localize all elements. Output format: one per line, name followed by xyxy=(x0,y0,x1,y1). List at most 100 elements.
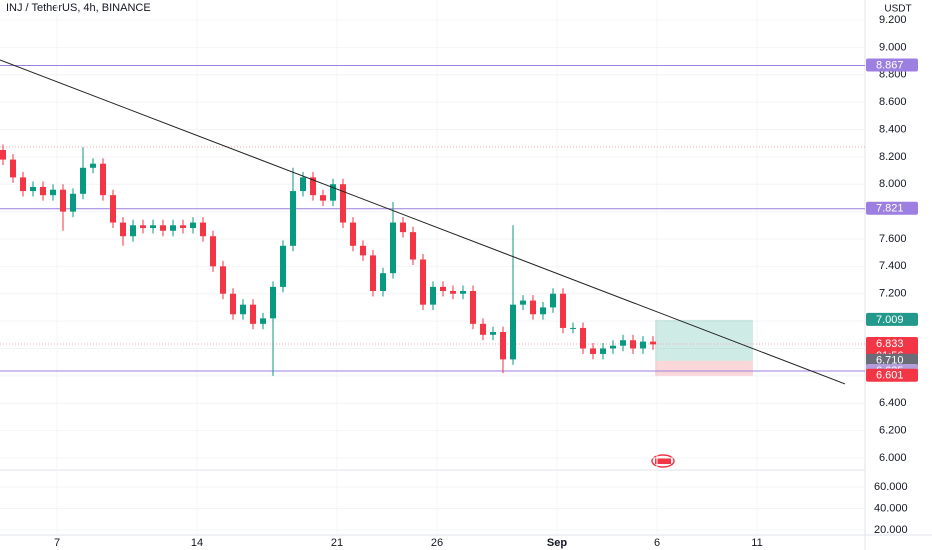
candle-body xyxy=(80,167,86,194)
candle-body xyxy=(40,186,46,196)
candle-body xyxy=(410,232,416,260)
candle-body xyxy=(490,332,496,335)
candle-body xyxy=(260,318,266,324)
candle-body xyxy=(340,184,346,223)
candle-body xyxy=(180,225,186,229)
candle-body xyxy=(20,177,26,192)
candle-body xyxy=(240,304,246,315)
price-label: 7.821 xyxy=(876,203,904,215)
candle-body xyxy=(630,340,636,349)
candle-body xyxy=(550,293,556,308)
x-tick-label: Sep xyxy=(547,537,567,549)
candle-body xyxy=(580,327,586,349)
candle-body xyxy=(230,293,236,315)
candle-body xyxy=(330,184,336,201)
candle-body xyxy=(610,345,616,349)
candle-body xyxy=(500,332,506,360)
y-tick-label: 6.000 xyxy=(879,452,907,464)
candle-body xyxy=(390,222,396,274)
candle-body xyxy=(10,159,16,178)
price-label: 6.601 xyxy=(876,370,904,382)
candle-body xyxy=(430,286,436,305)
candle-body xyxy=(480,323,486,335)
y-tick-label: 9.000 xyxy=(879,41,907,53)
candle-body xyxy=(170,225,176,231)
profit-zone xyxy=(655,319,753,361)
candle-body xyxy=(120,222,126,237)
y-tick-label: 6.400 xyxy=(879,397,907,409)
candle-body xyxy=(420,259,426,305)
candle-body xyxy=(640,341,646,349)
candle-body xyxy=(140,225,146,229)
candle-body xyxy=(90,163,96,168)
currency: USDT xyxy=(884,4,911,15)
candle-body xyxy=(210,236,216,267)
x-tick-label: 7 xyxy=(54,537,60,549)
candle-body xyxy=(540,307,546,315)
candle-body xyxy=(570,327,576,329)
price-label-bg xyxy=(866,353,918,367)
pane2-tick-label: 60.000 xyxy=(874,481,908,493)
loss-zone xyxy=(655,360,753,376)
y-tick-label: 7.200 xyxy=(879,288,907,300)
candle-body xyxy=(370,255,376,291)
candle-body xyxy=(110,195,116,223)
y-tick-label: 8.400 xyxy=(879,123,907,135)
y-tick-label: 6.200 xyxy=(879,424,907,436)
pane2-tick-label: 40.000 xyxy=(874,502,908,514)
logo-icon[interactable] xyxy=(651,454,675,468)
pane2-tick-label: 20.000 xyxy=(874,524,908,536)
y-tick-label: 7.400 xyxy=(879,260,907,272)
y-tick-label: 8.000 xyxy=(879,178,907,190)
candle-body xyxy=(280,245,286,287)
candle-body xyxy=(310,177,316,196)
price-label-bg xyxy=(866,201,918,215)
candle-body xyxy=(220,266,226,294)
candle-body xyxy=(600,348,606,354)
x-tick-label: 14 xyxy=(191,537,203,549)
price-label-bg xyxy=(866,312,918,326)
candle-body xyxy=(450,290,456,294)
x-tick-label: 21 xyxy=(331,537,343,549)
candle-body xyxy=(60,189,66,212)
candle-body xyxy=(440,286,446,291)
candle-body xyxy=(520,300,526,305)
candle-body xyxy=(560,293,566,328)
candle-body xyxy=(320,195,326,201)
candle-body xyxy=(190,222,196,229)
candle-body xyxy=(460,290,466,294)
y-tick-label: 9.200 xyxy=(879,14,907,26)
price-label: 7.009 xyxy=(876,314,904,326)
candle-body xyxy=(590,348,596,354)
candle-body xyxy=(380,273,386,291)
candle-body xyxy=(650,341,656,345)
x-tick-label: 6 xyxy=(654,537,660,549)
candle-body xyxy=(290,191,296,246)
y-tick-label: 8.200 xyxy=(879,151,907,163)
candle-body xyxy=(250,304,256,324)
candle-body xyxy=(200,222,206,237)
candle-body xyxy=(620,340,626,346)
y-tick-label: 8.600 xyxy=(879,96,907,108)
y-tick-label: 7.600 xyxy=(879,233,907,245)
candle-body xyxy=(30,186,36,192)
candle-body xyxy=(100,163,106,196)
x-tick-label: 11 xyxy=(751,537,762,549)
price-label-bg xyxy=(866,368,918,382)
candle-body xyxy=(400,222,406,233)
y-tick-label: 8.800 xyxy=(879,69,907,81)
price-label: 6.833 xyxy=(876,338,904,350)
trendline xyxy=(0,59,846,385)
candle-body xyxy=(160,225,166,231)
candle-body xyxy=(130,225,136,237)
candle-body xyxy=(270,286,276,319)
x-tick-label: 26 xyxy=(431,537,443,549)
price-label: 8.867 xyxy=(876,59,904,71)
candle-body xyxy=(530,300,536,315)
candle-body xyxy=(300,177,306,192)
candle-body xyxy=(0,150,6,160)
candle-body xyxy=(360,245,366,256)
chart-title: INJ / TetherUS, 4h, BINANCE xyxy=(6,2,151,14)
